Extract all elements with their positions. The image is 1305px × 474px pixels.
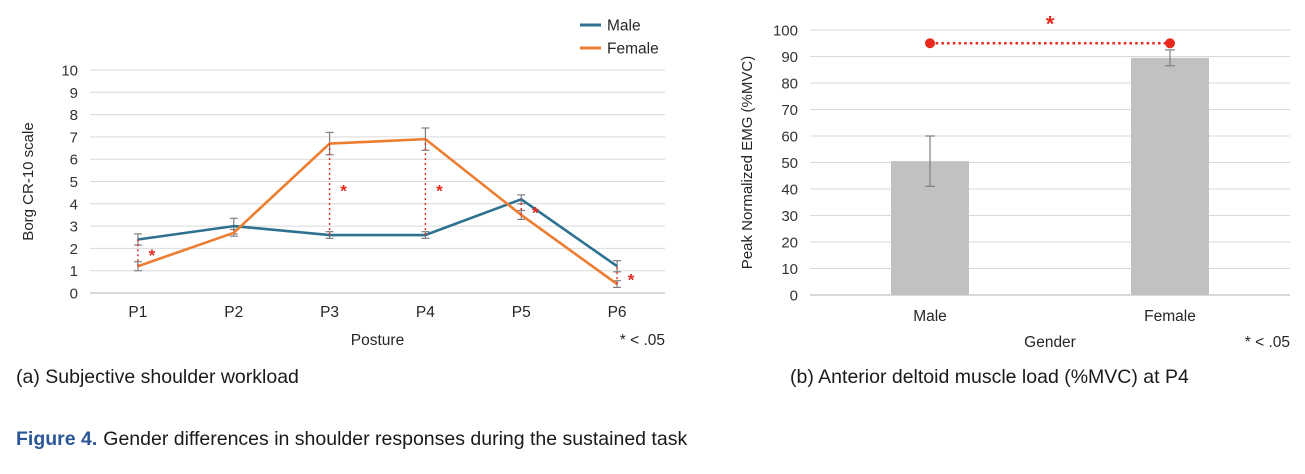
x-tick-label: Male <box>913 308 947 325</box>
legend-label-male: Male <box>607 18 641 35</box>
sig-asterisk: * <box>436 181 443 200</box>
sig-endpoint-dot <box>1165 38 1175 49</box>
y-tick-label: 6 <box>70 152 78 169</box>
error-bar <box>1165 49 1175 67</box>
y-tick-label: 9 <box>70 85 78 102</box>
subcaption-a: (a) Subjective shoulder workload <box>16 366 299 388</box>
y-axis-title: Borg CR-10 scale <box>20 122 37 240</box>
y-tick-label: 30 <box>781 208 798 225</box>
y-tick-label: 5 <box>70 174 78 191</box>
x-tick-label: P1 <box>128 304 147 321</box>
sig-asterisk: * <box>532 204 539 223</box>
sig-endpoint-dot <box>925 38 935 49</box>
y-tick-label: 8 <box>70 107 78 124</box>
line-chart-subjective-shoulder-workload: 0 1 2 3 4 5 6 7 8 9 10 Borg CR-10 scale P1 P2 P3 P4 P5 P6… <box>20 18 665 349</box>
sig-note: * < .05 <box>1245 334 1290 350</box>
bar-female <box>1131 57 1209 296</box>
x-tick-label: P5 <box>512 304 531 321</box>
y-gridlines <box>90 69 665 294</box>
significance-marks: * <box>925 11 1175 49</box>
y-tick-label: 50 <box>781 155 798 172</box>
y-tick-label: 0 <box>70 286 78 303</box>
x-axis-title: Gender <box>1024 334 1076 350</box>
y-tick-label: 4 <box>70 196 78 213</box>
y-tick-label: 40 <box>781 182 798 199</box>
x-tick-label: P2 <box>224 304 243 321</box>
figure-caption-text: Gender differences in shoulder responses… <box>103 428 688 450</box>
female-line <box>137 137 618 286</box>
sig-note: * < .05 <box>620 332 665 349</box>
y-tick-label: 70 <box>781 102 798 119</box>
x-tick-label: P3 <box>320 304 339 321</box>
y-tick-label: 60 <box>781 129 798 146</box>
y-tick-label: 80 <box>781 76 798 93</box>
y-tick-label: 100 <box>773 23 798 40</box>
figure-caption: Figure 4. Gender differences in shoulder … <box>16 428 687 451</box>
y-axis-title: Peak Normalized EMG (%MVC) <box>739 56 756 269</box>
y-tick-label: 90 <box>781 49 798 66</box>
female-error-bars <box>133 127 622 289</box>
y-tick-label: 10 <box>781 261 798 278</box>
x-tick-label: P4 <box>416 304 435 321</box>
y-tick-label: 1 <box>70 263 78 280</box>
figure-caption-label: Figure 4. <box>16 428 98 450</box>
male-line <box>137 198 618 268</box>
sig-asterisk: * <box>340 181 347 200</box>
significance-marks: * * * * * <box>137 139 635 290</box>
y-gridlines <box>810 29 1290 296</box>
y-tick-label: 2 <box>70 241 78 258</box>
y-tick-label: 7 <box>70 129 78 146</box>
legend: Male Female <box>580 18 659 58</box>
x-axis-title: Posture <box>351 332 404 349</box>
y-tick-label: 20 <box>781 235 798 252</box>
subcaption-b: (b) Anterior deltoid muscle load (%MVC) … <box>790 366 1189 388</box>
sig-asterisk: * <box>149 246 156 265</box>
y-tick-label: 3 <box>70 219 78 236</box>
legend-label-female: Female <box>607 41 659 58</box>
sig-asterisk: * <box>628 271 635 290</box>
y-tick-label: 0 <box>790 288 798 305</box>
y-tick-label: 10 <box>61 63 78 80</box>
x-tick-label: Female <box>1144 308 1196 325</box>
bar-chart-anterior-deltoid-emg: 0 10 20 30 40 50 60 70 80 90 100 Peak Normalized EM… <box>739 11 1290 350</box>
sig-asterisk: * <box>1046 11 1055 36</box>
x-tick-label: P6 <box>608 304 627 321</box>
error-bar <box>925 135 935 187</box>
